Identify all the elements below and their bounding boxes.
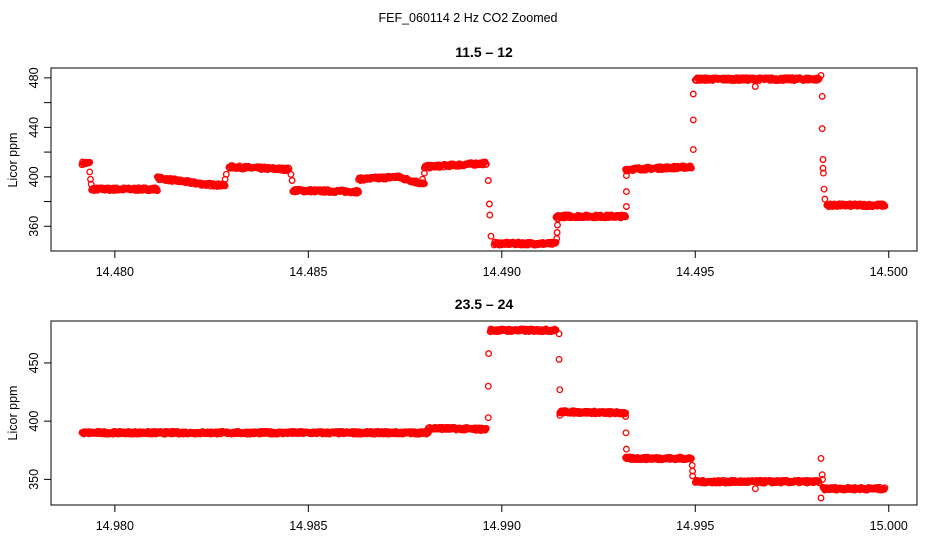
panel-title: 23.5 – 24 xyxy=(455,296,514,312)
panel-bottom: 23.5 – 24 14.980 14.985 14.990 14.995 15.000… xyxy=(6,296,918,533)
data-point xyxy=(484,382,492,390)
data-point xyxy=(817,71,825,79)
x-tick-label: 14.485 xyxy=(289,265,327,279)
data-point xyxy=(485,350,493,358)
data-point xyxy=(687,454,695,462)
data-point xyxy=(554,215,562,223)
y-axis: 350 400 450 xyxy=(27,352,51,490)
x-tick-label: 14.995 xyxy=(676,519,714,533)
x-tick-label: 14.500 xyxy=(870,265,908,279)
y-tick-label: 400 xyxy=(27,166,41,187)
data-point xyxy=(287,170,295,178)
data-point xyxy=(688,461,696,469)
data-point xyxy=(484,414,492,422)
panel-top: 11.5 – 12 14.480 14.485 14.490 14.495 14.500… xyxy=(6,44,918,279)
data-point xyxy=(881,202,889,210)
data-point xyxy=(815,479,823,487)
x-tick-label: 14.990 xyxy=(483,519,521,533)
data-point xyxy=(554,221,561,229)
data-point xyxy=(689,90,697,98)
data-point xyxy=(222,170,230,178)
data-points xyxy=(78,71,889,249)
data-point xyxy=(622,409,630,417)
data-point xyxy=(622,413,630,420)
data-point xyxy=(751,485,759,493)
x-tick-label: 15.000 xyxy=(870,519,908,533)
data-point xyxy=(817,454,825,462)
x-axis: 14.480 14.485 14.490 14.495 14.500 xyxy=(96,251,908,279)
y-tick-label: 450 xyxy=(27,352,41,373)
data-point xyxy=(87,180,95,188)
data-point xyxy=(819,169,827,177)
data-point xyxy=(689,472,697,480)
data-point xyxy=(486,211,494,219)
data-point xyxy=(689,467,697,475)
data-point xyxy=(687,164,695,172)
data-point xyxy=(86,168,94,176)
data-point xyxy=(555,330,563,338)
data-point xyxy=(622,172,630,180)
data-point xyxy=(484,177,492,184)
x-tick-label: 14.985 xyxy=(289,519,327,533)
plot-frame xyxy=(50,67,918,252)
data-point xyxy=(553,229,561,236)
y-tick-label: 400 xyxy=(27,411,41,432)
data-point xyxy=(622,203,630,210)
data-point xyxy=(821,195,829,203)
data-point xyxy=(819,164,827,172)
data-point xyxy=(86,158,94,166)
data-point xyxy=(819,156,827,163)
data-point xyxy=(485,200,493,208)
x-axis: 14.980 14.985 14.990 14.995 15.000 xyxy=(96,505,908,533)
y-axis: 360 400 440 480 xyxy=(27,67,51,237)
data-point xyxy=(355,188,363,196)
y-tick-label: 480 xyxy=(27,67,41,88)
plot-frame xyxy=(50,320,918,506)
data-point xyxy=(819,475,827,483)
data-point xyxy=(817,494,825,502)
data-point xyxy=(622,445,630,453)
data-point xyxy=(555,355,563,363)
y-tick-label: 440 xyxy=(27,117,41,138)
data-point xyxy=(221,182,229,190)
data-points xyxy=(78,325,889,502)
data-point xyxy=(689,146,697,154)
data-point xyxy=(689,116,697,124)
data-point xyxy=(622,188,630,196)
data-point xyxy=(556,411,564,419)
data-point xyxy=(818,125,826,133)
data-point xyxy=(420,169,428,177)
panel-title: 11.5 – 12 xyxy=(455,44,513,60)
x-tick-label: 14.480 xyxy=(96,265,134,279)
data-point xyxy=(153,187,161,195)
data-point xyxy=(419,175,426,183)
data-point xyxy=(751,83,759,90)
y-axis-label: Licor ppm xyxy=(6,133,20,188)
data-point xyxy=(820,185,828,193)
data-point xyxy=(815,75,823,83)
data-point xyxy=(552,238,560,246)
data-point xyxy=(818,471,826,479)
data-point xyxy=(482,160,490,168)
data-point xyxy=(818,92,826,100)
y-axis-label: Licor ppm xyxy=(6,386,20,441)
x-tick-label: 14.495 xyxy=(676,265,714,279)
data-point xyxy=(881,484,889,492)
data-point xyxy=(556,386,564,394)
x-tick-label: 14.490 xyxy=(483,265,521,279)
data-point xyxy=(487,232,495,240)
data-point xyxy=(622,213,630,221)
y-tick-label: 360 xyxy=(27,216,41,237)
data-point xyxy=(288,177,296,184)
y-tick-label: 350 xyxy=(27,469,41,490)
data-point xyxy=(622,429,630,437)
data-point xyxy=(482,424,490,432)
x-tick-label: 14.980 xyxy=(96,519,134,533)
figure-title: FEF_060114 2 Hz CO2 Zoomed xyxy=(378,11,557,25)
